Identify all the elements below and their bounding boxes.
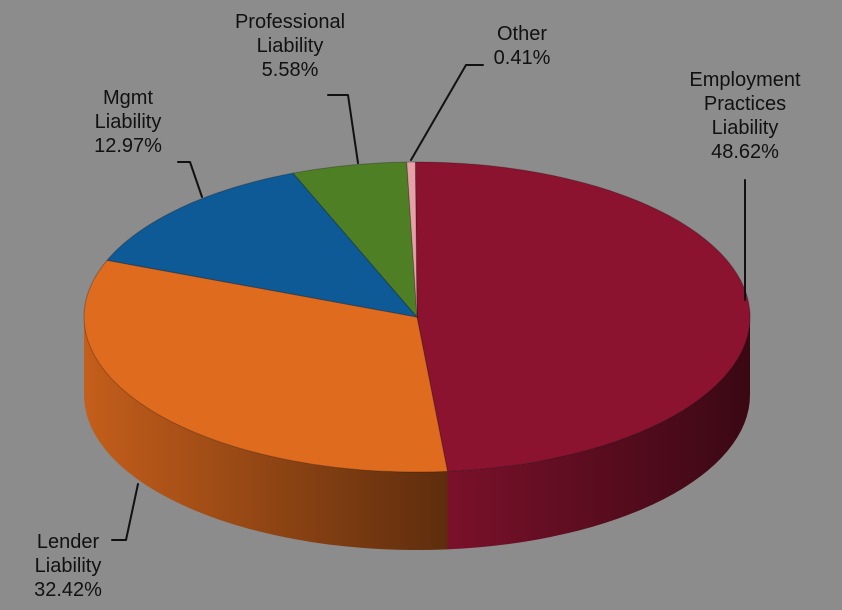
slice-side-lender-liability	[84, 317, 448, 551]
pie-sides	[84, 317, 750, 551]
leader-line-mgmt-liability	[177, 161, 203, 198]
slice-labels: Employment Practices Liability 48.62%Lender…	[34, 11, 801, 601]
slice-other	[406, 161, 418, 318]
leader-line-professional-liability	[327, 94, 359, 164]
label-text-employment-practices-liability: Liability	[712, 117, 779, 139]
label-text-employment-practices-liability: Practices	[704, 93, 786, 115]
slice-mgmt-liability	[106, 172, 419, 318]
slice-employment-practices-liability	[414, 161, 751, 472]
label-text-mgmt-liability: Liability	[95, 111, 162, 133]
label-text-lender-liability: Liability	[35, 555, 102, 577]
label-value-employment-practices-liability: 48.62%	[711, 141, 779, 163]
label-employment-practices-liability: Employment Practices Liability 48.62%	[689, 69, 801, 163]
label-value-other: 0.41%	[494, 47, 551, 69]
label-value-lender-liability: 32.42%	[34, 579, 102, 601]
label-mgmt-liability: Mgmt Liability 12.97%	[94, 87, 162, 157]
label-value-professional-liability: 5.58%	[262, 59, 319, 81]
label-text-professional-liability: Professional	[235, 11, 345, 33]
slice-lender-liability	[83, 259, 449, 473]
slice-side-employment-practices-liability	[447, 317, 750, 550]
leader-line-lender-liability	[111, 483, 139, 541]
slice-professional-liability	[292, 161, 418, 319]
label-text-professional-liability: Liability	[257, 35, 324, 57]
label-value-mgmt-liability: 12.97%	[94, 135, 162, 157]
label-text-lender-liability: Lender	[37, 531, 100, 553]
label-text-mgmt-liability: Mgmt	[103, 87, 153, 109]
pie-top-faces	[83, 161, 751, 473]
leader-line-other	[410, 64, 484, 161]
label-lender-liability: Lender Liability 32.42%	[34, 531, 102, 601]
label-professional-liability: Professional Liability 5.58%	[235, 11, 345, 81]
label-other: Other 0.41%	[494, 23, 551, 69]
label-leader-lines	[111, 64, 746, 541]
label-text-other: Other	[497, 23, 547, 45]
label-text-employment-practices-liability: Employment	[689, 69, 801, 91]
